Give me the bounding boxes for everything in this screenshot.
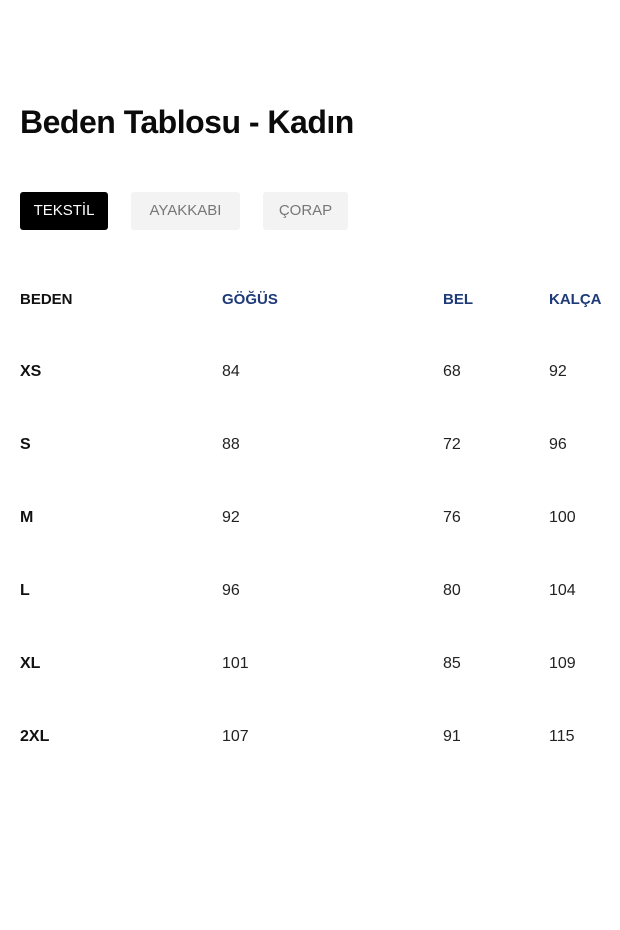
header-gogus: GÖĞÜS [222, 291, 278, 308]
measurement-value: 88 [222, 436, 240, 453]
size-label: S [20, 436, 31, 453]
size-label: XL [20, 655, 41, 672]
measurement-value: 101 [222, 655, 249, 672]
measurement-value: 96 [222, 582, 240, 599]
page-title: Beden Tablosu - Kadın [20, 104, 354, 140]
header-kalca: KALÇA [549, 291, 602, 308]
measurement-value: 80 [443, 582, 461, 599]
measurement-value: 92 [549, 363, 567, 380]
measurement-value: 100 [549, 509, 576, 526]
tab-corap[interactable]: ÇORAP [263, 192, 348, 230]
measurement-value: 72 [443, 436, 461, 453]
measurement-value: 107 [222, 728, 249, 745]
measurement-value: 109 [549, 655, 576, 672]
measurement-value: 104 [549, 582, 576, 599]
header-beden: BEDEN [20, 291, 73, 308]
size-label: 2XL [20, 728, 50, 745]
tab-tekstil[interactable]: TEKSTİL [20, 192, 108, 230]
measurement-value: 68 [443, 363, 461, 380]
measurement-value: 91 [443, 728, 461, 745]
size-label: M [20, 509, 34, 526]
measurement-value: 76 [443, 509, 461, 526]
tab-ayakkabi[interactable]: AYAKKABI [131, 192, 240, 230]
measurement-value: 115 [549, 728, 575, 745]
measurement-value: 84 [222, 363, 240, 380]
measurement-value: 92 [222, 509, 240, 526]
header-bel: BEL [443, 291, 473, 308]
measurement-value: 85 [443, 655, 461, 672]
size-label: L [20, 582, 30, 599]
size-label: XS [20, 363, 42, 380]
measurement-value: 96 [549, 436, 567, 453]
